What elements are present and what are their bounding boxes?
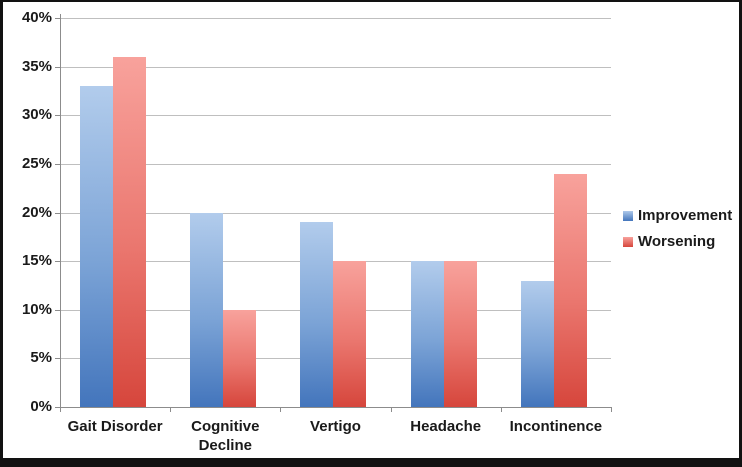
y-axis-tick [55,163,60,165]
bar-improvement-headache [410,261,444,407]
improvement-swatch-icon [623,210,633,221]
x-category-label: Gait Disorder [67,418,163,435]
y-tick-label: 40% [21,9,52,26]
legend-label-improvement: Improvement [638,207,733,224]
bar-worsening-vertigo [333,261,367,407]
worsening-swatch-icon [623,236,633,247]
y-axis-tick [55,261,60,263]
bar-improvement-vertigo [300,222,334,407]
y-axis-tick [55,358,60,360]
chart-legend: Improvement Worsening [623,207,732,259]
bar-worsening-incontinence [553,173,587,407]
y-tick-label: 25% [21,154,52,172]
bar-chart: 0% 5% 10% 15% 20% 25% 30% 35% 40% Gait Disorder Co… [3,2,739,458]
gridline-35 [60,66,611,68]
bar-improvement-incontinence [520,280,554,407]
y-axis [60,14,61,407]
gridline-40 [60,18,611,19]
y-tick-label: 5% [30,349,52,367]
x-axis-tick [170,407,172,412]
legend-item-worsening: Worsening [623,233,732,250]
x-axis-tick [280,407,282,412]
gridline-20 [60,212,611,214]
bar-improvement-gait-disorder [80,86,113,407]
bar-worsening-headache [443,261,477,407]
x-axis-tick [390,407,392,412]
y-axis-tick [55,115,60,117]
y-axis-tick [55,309,60,311]
x-category-label: Cognitive Decline [191,418,260,454]
x-category-label: Headache [410,418,482,435]
x-axis [60,407,611,408]
y-tick-label: 0% [30,398,52,415]
legend-item-improvement: Improvement [623,207,732,224]
y-axis-tick [55,66,60,68]
gridline-30 [60,115,611,117]
x-category-label: Incontinence [509,418,603,435]
x-axis-tick [500,407,502,412]
y-tick-label: 15% [21,252,52,270]
bar-worsening-cognitive-decline [223,309,257,407]
x-axis-tick [611,407,612,412]
bar-improvement-cognitive-decline [190,212,224,407]
y-tick-label: 30% [21,106,52,124]
y-tick-label: 10% [21,300,52,318]
bar-worsening-gait-disorder [113,56,146,407]
y-tick-label: 20% [21,203,52,221]
y-axis-tick [55,407,60,408]
y-axis-tick [55,212,60,214]
x-axis-tick [60,407,61,412]
legend-label-worsening: Worsening [638,233,716,250]
gridline-25 [60,163,611,165]
x-category-label: Vertigo [310,418,361,435]
y-axis-tick [55,18,60,19]
y-tick-label: 35% [21,57,52,75]
